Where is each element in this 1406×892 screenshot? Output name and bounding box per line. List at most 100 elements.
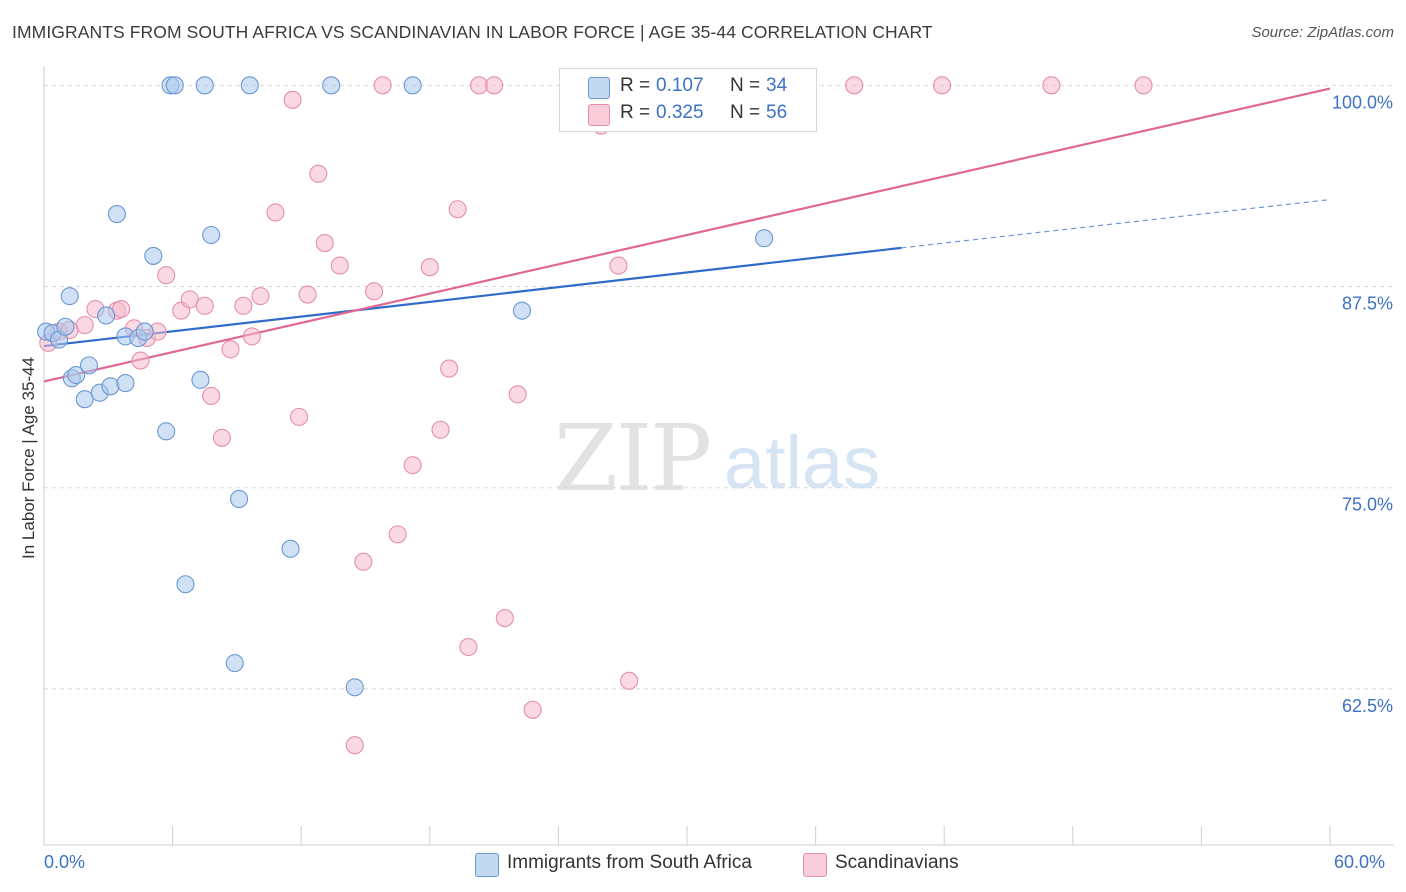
point-blue (107, 205, 126, 224)
legend-swatch-blue (588, 77, 610, 99)
point-blue (60, 287, 79, 306)
series-swatch-blue (475, 853, 499, 877)
point-blue (165, 76, 184, 95)
point-pink (195, 296, 214, 315)
point-pink (221, 340, 240, 359)
trend-lines (43, 87, 1331, 383)
point-blue (322, 76, 341, 95)
y-tick-labels: 62.5% 75.0% 87.5% 100.0% (1332, 92, 1393, 716)
point-pink (266, 203, 285, 222)
point-blue (157, 422, 176, 441)
point-blue (225, 654, 244, 673)
point-blue (512, 301, 532, 320)
point-pink (403, 456, 422, 475)
trend-line-pink (43, 87, 1331, 383)
point-pink (845, 76, 864, 95)
point-pink (1134, 76, 1153, 95)
point-blue (403, 76, 422, 95)
series-label: Scandinavians (835, 852, 959, 873)
x-tick-label-min: 0.0% (44, 852, 86, 872)
point-blue (195, 76, 214, 95)
x-tick-label-max: 60.0% (1334, 852, 1386, 872)
point-blue (101, 377, 120, 396)
point-pink (354, 552, 373, 571)
point-blue (176, 575, 195, 594)
series-swatch-pink (803, 853, 827, 877)
point-pink (242, 327, 261, 346)
point-blue (281, 539, 300, 558)
point-blue (75, 390, 94, 409)
chart-title: IMMIGRANTS FROM SOUTH AFRICA VS SCANDINA… (12, 22, 933, 42)
point-pink (180, 290, 199, 309)
series-label: Immigrants from South Africa (507, 852, 752, 873)
point-pink (283, 90, 302, 109)
point-pink (373, 76, 392, 95)
point-pink (112, 299, 131, 319)
point-pink (298, 285, 317, 304)
legend-n-value: 34 (766, 75, 788, 96)
point-pink (251, 287, 270, 306)
point-blue (67, 365, 86, 385)
legend-n-value: 56 (766, 102, 788, 123)
point-blue (202, 225, 221, 245)
point-pink (609, 256, 628, 275)
point-blue (56, 317, 75, 336)
point-pink (234, 296, 253, 315)
legend: R = 0.107 N = 34 R = 0.325 N = 56 (559, 68, 817, 132)
legend-r-value: 0.107 (656, 75, 704, 96)
legend-r-label: R = (620, 75, 651, 96)
legend-r-label: R = (620, 102, 651, 123)
point-pink (75, 316, 94, 335)
point-pink (431, 420, 450, 439)
y-axis-label: In Labor Force | Age 35-44 (19, 357, 38, 559)
legend-n-label: N = (730, 102, 761, 123)
point-pink (448, 200, 467, 219)
point-blue (79, 356, 99, 375)
point-blue (345, 678, 364, 697)
point-pink (157, 266, 176, 285)
point-pink (202, 386, 221, 405)
watermark-atlas: atlas (724, 421, 880, 504)
trend-line-extension-blue (901, 198, 1331, 249)
point-pink (365, 282, 384, 301)
y-tick-label: 100.0% (1332, 92, 1393, 112)
point-pink (523, 700, 542, 719)
point-blue (755, 229, 774, 248)
watermark: ZIP atlas (554, 405, 880, 512)
series-legend: Immigrants from South Africa Scandinavia… (0, 852, 1406, 878)
source-label: Source: ZipAtlas.com (1251, 24, 1394, 41)
point-pink (315, 233, 334, 253)
axes (43, 66, 1394, 846)
trend-line-blue (43, 246, 902, 348)
point-pink (470, 76, 489, 95)
point-blue (240, 76, 259, 95)
point-pink (933, 76, 952, 95)
point-pink (420, 258, 439, 277)
data-points (37, 76, 1153, 755)
point-pink (388, 525, 407, 544)
point-pink (309, 164, 328, 183)
legend-n-label: N = (730, 75, 761, 96)
point-blue (135, 322, 154, 341)
watermark-zip: ZIP (554, 405, 710, 512)
y-tick-label: 87.5% (1342, 294, 1393, 314)
point-pink (212, 428, 231, 447)
gridlines (44, 84, 1394, 690)
point-pink (485, 76, 504, 95)
point-pink (495, 609, 514, 628)
point-pink (330, 256, 349, 275)
point-blue (116, 374, 135, 393)
point-blue (229, 489, 249, 509)
point-pink (440, 359, 459, 378)
point-blue (97, 306, 116, 325)
y-tick-label: 62.5% (1342, 696, 1393, 716)
point-pink (459, 637, 478, 657)
point-blue (191, 370, 210, 389)
y-tick-label: 75.0% (1342, 495, 1393, 515)
point-pink (345, 736, 364, 755)
point-pink (1042, 76, 1061, 95)
point-pink (620, 671, 639, 690)
point-blue (144, 246, 163, 265)
point-pink (508, 385, 527, 404)
